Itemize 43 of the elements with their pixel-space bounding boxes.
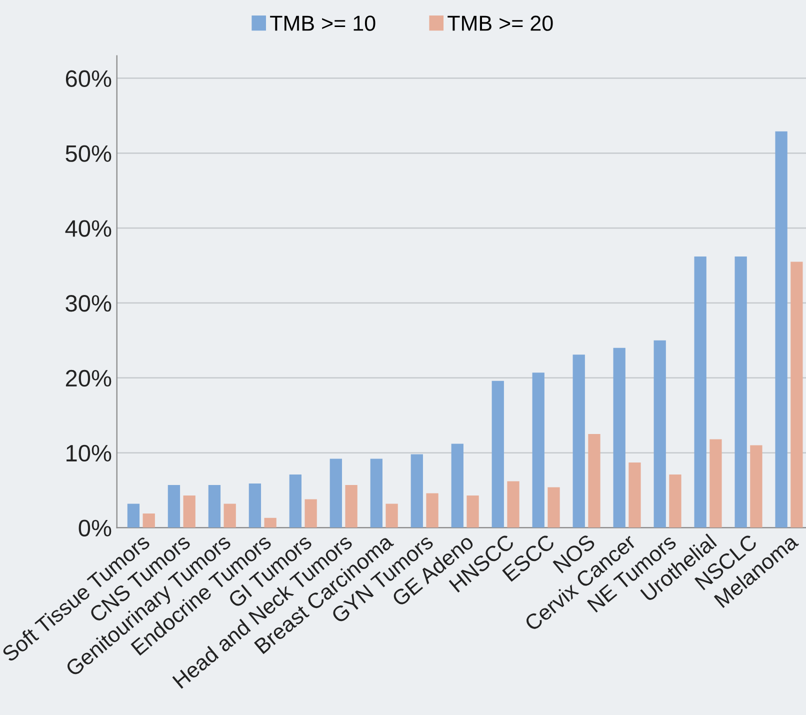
y-tick-label: 40% bbox=[65, 220, 112, 237]
bar bbox=[248, 483, 262, 528]
bar bbox=[750, 445, 762, 528]
legend-label: TMB >= 10 bbox=[270, 16, 376, 31]
y-tick-label: 60% bbox=[66, 70, 112, 88]
bar bbox=[710, 439, 722, 528]
y-tick-label: 10% bbox=[66, 444, 112, 462]
bar bbox=[451, 444, 464, 528]
bar bbox=[613, 348, 626, 528]
legend-label: TMB >= 20 bbox=[448, 16, 553, 31]
y-tick-label: 0% bbox=[78, 520, 112, 536]
bar bbox=[224, 504, 236, 528]
bar bbox=[142, 513, 155, 528]
bar bbox=[330, 458, 342, 528]
bar bbox=[183, 495, 196, 528]
y-tick-label: 20% bbox=[66, 370, 112, 387]
bar bbox=[654, 340, 666, 528]
y-tick-label: 50% bbox=[66, 145, 112, 162]
bar bbox=[507, 481, 520, 528]
bar bbox=[426, 493, 438, 528]
bar bbox=[208, 484, 221, 528]
bar bbox=[386, 504, 398, 528]
bar bbox=[775, 131, 788, 528]
bar bbox=[304, 499, 317, 528]
bar bbox=[669, 474, 682, 528]
bar bbox=[264, 518, 276, 528]
bar bbox=[548, 487, 560, 528]
bar bbox=[466, 495, 479, 528]
bar bbox=[734, 256, 747, 528]
bar bbox=[289, 474, 302, 528]
bar bbox=[588, 434, 600, 528]
bar bbox=[492, 380, 504, 528]
y-tick-label: 30% bbox=[66, 295, 112, 312]
bar bbox=[790, 262, 803, 528]
bar bbox=[572, 354, 585, 528]
bar bbox=[532, 372, 544, 528]
bar bbox=[628, 462, 641, 528]
bar bbox=[345, 484, 358, 528]
bar bbox=[370, 458, 382, 528]
bar bbox=[694, 256, 706, 528]
bar bbox=[127, 504, 140, 528]
bar bbox=[410, 454, 423, 528]
bar bbox=[168, 484, 180, 528]
